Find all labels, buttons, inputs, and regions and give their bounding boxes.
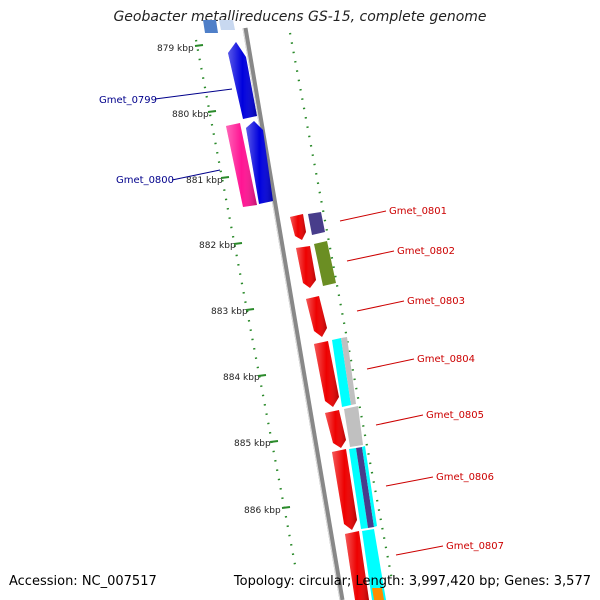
tick-label: 885 kbp — [234, 439, 271, 449]
gene-partial-top[interactable] — [203, 20, 235, 33]
gene-label-gmet-0807[interactable]: Gmet_0807 — [446, 541, 504, 552]
label-leader-gmet-0807 — [395, 545, 444, 556]
genome-backbone-highlight — [242, 27, 341, 600]
label-leader-gmet-0799 — [154, 88, 233, 100]
genome-backbone — [242, 27, 345, 600]
gene-gmet-0802[interactable] — [296, 241, 336, 288]
topology-label: Topology: circular; Length: 3,997,420 bp… — [233, 574, 591, 589]
tick-label: 886 kbp — [244, 506, 281, 516]
gene-label-gmet-0804[interactable]: Gmet_0804 — [417, 354, 475, 365]
tick-mark — [257, 374, 267, 377]
tick-mark — [281, 506, 291, 509]
label-leader-gmet-0804 — [366, 358, 415, 370]
tick-label: 881 kbp — [186, 176, 223, 186]
label-leader-gmet-0801 — [339, 210, 387, 222]
tick-mark — [245, 308, 255, 311]
label-leader-gmet-0803 — [356, 300, 405, 312]
tick-label: 882 kbp — [199, 241, 236, 251]
tick-labels: 879 kbp 880 kbp 881 kbp 882 kbp 883 kbp … — [157, 44, 281, 516]
tick-label: 884 kbp — [223, 373, 260, 383]
gene-gmet-0800[interactable] — [226, 121, 273, 207]
label-leader-gmet-0805 — [375, 414, 424, 426]
tick-label: 883 kbp — [211, 307, 248, 317]
tick-mark — [269, 440, 279, 443]
tick-mark — [194, 44, 204, 47]
gene-gmet-0807[interactable] — [345, 529, 386, 600]
gene-label-gmet-0803[interactable]: Gmet_0803 — [407, 296, 465, 307]
gene-gmet-0804[interactable] — [314, 337, 356, 407]
tick-label: 880 kbp — [172, 110, 209, 120]
gene-label-gmet-0801[interactable]: Gmet_0801 — [389, 206, 447, 217]
gene-label-gmet-0805[interactable]: Gmet_0805 — [426, 410, 484, 421]
label-leader-gmet-0800 — [171, 169, 221, 181]
inner-dotted-ring — [194, 39, 298, 571]
tick-mark — [220, 176, 230, 179]
gene-label-gmet-0802[interactable]: Gmet_0802 — [397, 246, 455, 257]
label-leader-gmet-0802 — [346, 250, 395, 262]
tick-label: 879 kbp — [157, 44, 194, 54]
gene-gmet-0801[interactable] — [290, 212, 325, 240]
tick-marks — [194, 44, 291, 509]
tick-mark — [207, 110, 217, 113]
tick-mark — [233, 242, 243, 245]
accession-label: Accession: NC_007517 — [9, 574, 157, 589]
gene-gmet-0799[interactable] — [228, 42, 257, 119]
gene-gmet-0806[interactable] — [332, 446, 377, 530]
gene-label-gmet-0806[interactable]: Gmet_0806 — [436, 472, 494, 483]
gene-label-gmet-0800[interactable]: Gmet_0800 — [116, 175, 174, 186]
gene-gmet-0803[interactable] — [306, 296, 327, 337]
gene-gmet-0805[interactable] — [325, 406, 363, 448]
gene-label-gmet-0799[interactable]: Gmet_0799 — [99, 95, 157, 106]
label-leader-gmet-0806 — [385, 476, 434, 487]
